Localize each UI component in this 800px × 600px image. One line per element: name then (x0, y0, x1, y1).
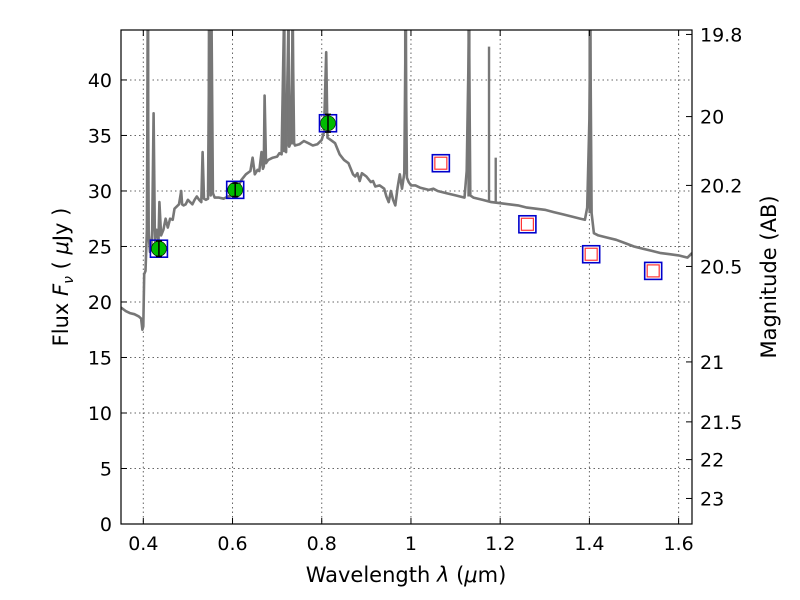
x-tick-label: 0.8 (307, 533, 337, 555)
y-tick-label: 30 (88, 181, 112, 203)
sed-spectrum-line (121, 30, 692, 331)
y2-tick-label: 23 (700, 488, 724, 510)
y-tick-label: 5 (100, 458, 112, 480)
sed-curve-group (121, 30, 692, 331)
x-tick-label: 1.2 (485, 533, 515, 555)
marker-inner-square (584, 247, 598, 261)
y-axis-label: Flux Fν ( μJy ) (49, 208, 77, 347)
y2-tick-label: 22 (700, 450, 724, 472)
x-tick-label: 1.6 (664, 533, 694, 555)
y-tick-label: 0 (100, 514, 112, 536)
y2-axis-ticks: 19.8 20 20.2 20.5 21 21.5 22 23 (686, 24, 742, 510)
marker-inner-square (434, 156, 448, 170)
x-axis-label: Wavelength λ (μm) (306, 563, 507, 587)
y-axis-ticks: 0 5 10 15 20 25 30 35 40 (88, 70, 127, 536)
y2-tick-label: 20.2 (700, 175, 742, 197)
x-axis-ticks: 0.4 0.6 0.8 1 1.2 1.4 1.6 (128, 30, 694, 555)
marker-inner-square (520, 217, 534, 231)
photometry-point-detected (225, 180, 245, 200)
y2-tick-label: 19.8 (700, 24, 742, 46)
y-tick-label: 20 (88, 292, 112, 314)
emission-line-group (146, 30, 592, 214)
y2-tick-label: 21.5 (700, 412, 742, 434)
photometry-point-detected (318, 113, 338, 133)
photometry-point-model (518, 214, 537, 234)
photometry-point-model (581, 244, 601, 264)
x-tick-label: 0.6 (217, 533, 247, 555)
photometry-point-model (431, 153, 451, 173)
y2-tick-label: 20.5 (700, 256, 742, 278)
x-tick-label: 1.4 (574, 533, 604, 555)
plot-frame (120, 29, 693, 525)
y-tick-label: 35 (88, 125, 112, 147)
y-tick-label: 10 (88, 403, 112, 425)
photometry-points (149, 113, 663, 281)
x-tick-label: 1 (405, 533, 417, 555)
y2-tick-label: 20 (700, 107, 724, 129)
y2-axis-label: Magnitude (AB) (757, 195, 781, 358)
y-tick-label: 25 (88, 236, 112, 258)
marker-inner-square (646, 264, 660, 278)
photometry-point-detected (149, 239, 169, 258)
y-tick-label: 40 (88, 70, 112, 92)
photometry-point-model (643, 261, 663, 281)
marker-box (225, 180, 245, 200)
y-tick-label: 15 (88, 347, 112, 369)
x-tick-label: 0.4 (128, 533, 158, 555)
y2-tick-label: 21 (700, 352, 724, 374)
